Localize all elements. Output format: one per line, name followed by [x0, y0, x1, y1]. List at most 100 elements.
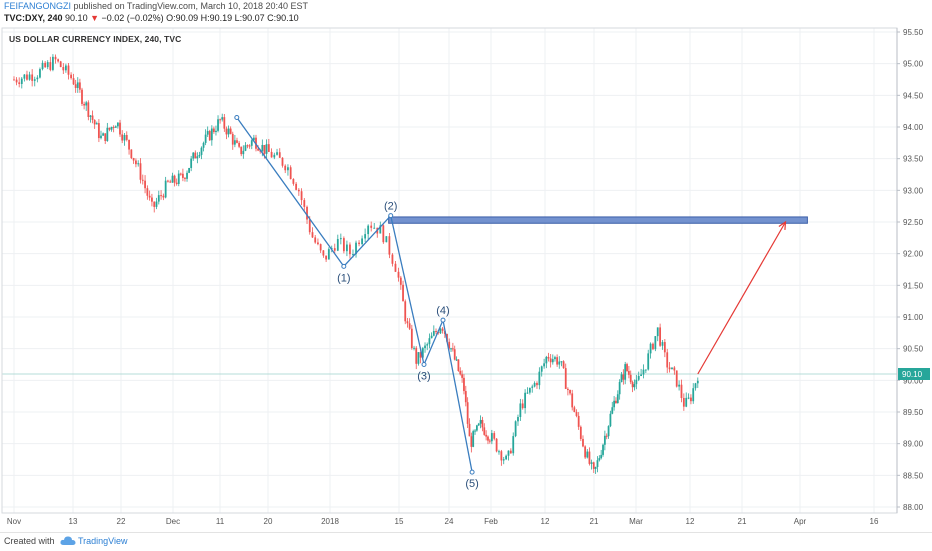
candle-body — [265, 144, 268, 154]
candle-body — [311, 232, 314, 238]
candle-body — [74, 84, 77, 88]
candle-body — [261, 144, 264, 152]
price-chart[interactable]: (1) (2) (3) (4) (5) 95.50 95.00 94.50 94.00 93.5… — [0, 0, 932, 532]
candle-body — [450, 348, 452, 350]
price-tag: 90.10 — [898, 368, 930, 380]
candle-body — [276, 152, 278, 155]
candle-body — [171, 175, 174, 183]
candle-body — [206, 131, 209, 135]
candle-body — [602, 444, 604, 455]
candle-body — [656, 327, 659, 337]
wave-node — [388, 213, 394, 219]
candle-body — [23, 74, 26, 79]
candle-body — [114, 126, 117, 128]
resistance-zone — [388, 216, 808, 224]
candle-body — [505, 455, 508, 460]
candle-body — [184, 177, 186, 179]
candle-body — [287, 167, 289, 171]
candle-body — [549, 358, 552, 363]
published-text: published on TradingView.com, March 10, … — [73, 1, 309, 11]
candle-body — [248, 145, 251, 147]
y-tick-label: 90.50 — [903, 345, 924, 354]
candle-body — [547, 356, 550, 359]
candle-body — [526, 392, 529, 394]
candle-body — [673, 367, 676, 371]
candle-body — [52, 56, 54, 70]
candle-body — [388, 236, 391, 255]
candle-body — [466, 402, 469, 424]
candle-body — [624, 364, 627, 380]
candle-body — [616, 394, 619, 404]
candle-body — [647, 353, 650, 370]
x-tick-label: Dec — [166, 517, 180, 526]
candle-body — [481, 419, 484, 428]
candle-body — [219, 119, 222, 121]
candle-body — [210, 128, 213, 141]
candle-body — [631, 382, 634, 388]
candle-body — [173, 175, 176, 183]
candle-body — [439, 328, 442, 334]
candle-body — [78, 82, 81, 90]
candle-body — [524, 392, 527, 409]
candle-body — [281, 157, 284, 166]
candle-body — [391, 254, 394, 264]
candle-body — [609, 413, 612, 427]
x-tick-label: 2018 — [321, 517, 339, 526]
candle-body — [500, 451, 503, 461]
candle-body — [146, 188, 149, 196]
author-link[interactable]: FEIFANGONGZI — [4, 1, 72, 11]
wave-label: (2) — [384, 201, 397, 213]
candle-body — [605, 435, 608, 437]
candle-body — [72, 78, 75, 85]
wave-label: (4) — [436, 305, 449, 317]
candle-body — [633, 384, 636, 388]
candle-body — [562, 361, 565, 369]
y-tick-label: 88.00 — [903, 503, 924, 512]
candle-body — [404, 301, 407, 322]
candle-body — [121, 134, 124, 141]
candle-body — [379, 225, 382, 234]
candle-body — [81, 89, 83, 104]
x-tick-label: 20 — [264, 517, 273, 526]
candle-body — [339, 238, 342, 240]
candle-body — [54, 56, 57, 60]
candle-body — [558, 361, 561, 365]
candle-body — [642, 369, 645, 375]
candle-body — [83, 103, 86, 106]
x-tick-label: 12 — [541, 517, 550, 526]
candle-body — [649, 343, 652, 354]
candle-body — [196, 156, 199, 159]
y-tick-label: 95.50 — [903, 28, 924, 37]
candle-body — [263, 144, 266, 154]
chart-frame — [1, 27, 898, 514]
candle-body — [408, 323, 411, 329]
candle-body — [519, 403, 522, 418]
candle-body — [613, 400, 616, 408]
candle-body — [225, 128, 228, 135]
candle-body — [164, 180, 167, 198]
candle-body — [238, 142, 241, 147]
wave-node — [469, 469, 475, 475]
tradingview-link[interactable]: TradingView — [78, 536, 128, 546]
candle-body — [654, 336, 657, 350]
x-tick-label: 24 — [445, 517, 454, 526]
candle-body — [139, 163, 142, 180]
candle-body — [495, 438, 498, 452]
candle-body — [611, 407, 614, 414]
x-tick-label: 15 — [395, 517, 404, 526]
candle-body — [457, 359, 460, 371]
candle-body — [342, 238, 345, 252]
y-tick-label: 91.00 — [903, 313, 924, 322]
candle-body — [246, 145, 249, 147]
y-tick-label: 93.50 — [903, 155, 924, 164]
candle-body — [629, 374, 632, 383]
projection-arrow — [697, 220, 787, 375]
candle-body — [666, 352, 669, 368]
candle-body — [536, 382, 538, 386]
candle-body — [162, 195, 165, 198]
candle-body — [479, 419, 482, 424]
candle-body — [179, 173, 182, 175]
candle-body — [229, 128, 232, 134]
x-tick-label: Apr — [794, 517, 807, 526]
candle-body — [579, 426, 582, 439]
